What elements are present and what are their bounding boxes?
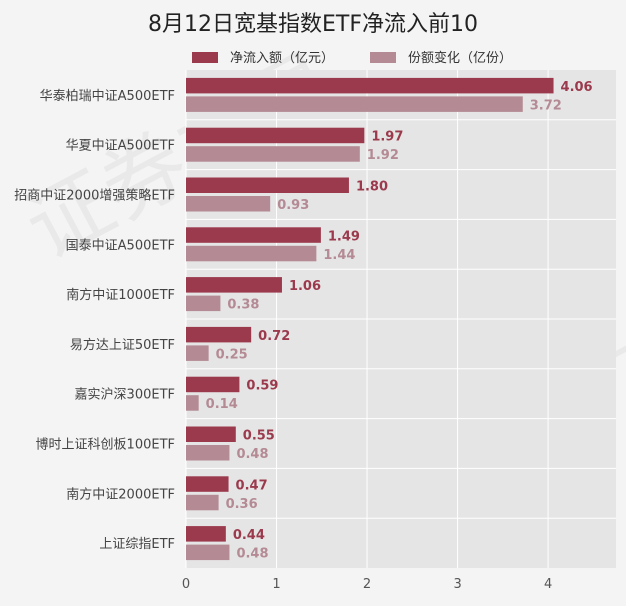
category-label: 招商中证2000增强策略ETF bbox=[14, 188, 175, 204]
legend-swatch-series-2 bbox=[370, 52, 396, 63]
category-label: 博时上证科创板100ETF bbox=[36, 438, 175, 453]
data-label-series-2: 1.92 bbox=[367, 148, 399, 163]
bar-series-2 bbox=[186, 395, 199, 411]
data-label-series-1: 1.49 bbox=[328, 229, 360, 244]
data-label-series-2: 0.93 bbox=[277, 198, 309, 213]
data-label-series-2: 0.36 bbox=[226, 497, 258, 512]
x-tick-label: 1 bbox=[272, 577, 280, 592]
data-label-series-1: 0.47 bbox=[236, 478, 268, 493]
bar-series-1 bbox=[186, 476, 229, 492]
bar-series-2 bbox=[186, 445, 230, 461]
data-label-series-1: 1.80 bbox=[356, 180, 388, 195]
chart-title: 8月12日宽基指数ETF净流入前10 bbox=[148, 12, 478, 37]
bar-series-2 bbox=[186, 245, 317, 262]
data-label-series-2: 0.25 bbox=[216, 347, 248, 362]
data-label-series-2: 3.72 bbox=[530, 98, 562, 113]
bar-series-2 bbox=[186, 494, 219, 511]
bar-series-1 bbox=[186, 127, 365, 144]
bar-series-1 bbox=[186, 177, 349, 193]
data-label-series-2: 0.48 bbox=[236, 547, 268, 562]
category-label: 国泰中证A500ETF bbox=[66, 238, 175, 253]
bar-series-2 bbox=[186, 146, 360, 162]
category-label: 华泰柏瑞中证A500ETF bbox=[40, 89, 175, 104]
data-label-series-1: 4.06 bbox=[561, 80, 593, 95]
legend-label-series-2: 份额变化（亿份） bbox=[408, 50, 512, 66]
x-tick-label: 4 bbox=[544, 577, 552, 592]
bar-series-1 bbox=[186, 277, 282, 293]
data-label-series-1: 0.72 bbox=[258, 329, 290, 344]
legend-label-series-1: 净流入额（亿元） bbox=[230, 51, 334, 66]
legend-swatch-series-1 bbox=[192, 52, 218, 63]
x-tick-label: 3 bbox=[453, 577, 461, 592]
bar-series-1 bbox=[186, 227, 321, 243]
bar-series-2 bbox=[186, 96, 523, 112]
bar-series-1 bbox=[186, 77, 554, 94]
data-label-series-2: 0.14 bbox=[206, 397, 238, 412]
category-label: 南方中证1000ETF bbox=[66, 287, 175, 303]
bar-series-2 bbox=[186, 345, 209, 361]
data-label-series-1: 1.97 bbox=[371, 130, 403, 145]
bar-series-1 bbox=[186, 376, 240, 393]
data-label-series-1: 0.44 bbox=[233, 528, 265, 543]
bar-series-2 bbox=[186, 544, 230, 561]
category-label: 南方中证2000ETF bbox=[66, 486, 175, 502]
category-label: 华夏中证A500ETF bbox=[66, 139, 175, 154]
category-label: 嘉实沪深300ETF bbox=[75, 387, 175, 403]
data-label-series-2: 1.44 bbox=[323, 248, 355, 263]
data-label-series-1: 0.55 bbox=[243, 429, 275, 444]
bar-series-1 bbox=[186, 426, 236, 442]
data-label-series-1: 1.06 bbox=[289, 279, 321, 294]
data-label-series-2: 0.48 bbox=[236, 447, 268, 462]
data-label-series-2: 0.38 bbox=[227, 298, 259, 313]
bar-series-1 bbox=[186, 326, 252, 343]
x-tick-label: 2 bbox=[363, 577, 371, 592]
category-label: 上证综指ETF bbox=[99, 537, 175, 552]
x-tick-label: 0 bbox=[182, 577, 190, 592]
bar-series-2 bbox=[186, 295, 221, 312]
bar-series-2 bbox=[186, 196, 271, 212]
bar-series-1 bbox=[186, 526, 226, 542]
category-label: 易方达上证50ETF bbox=[70, 337, 175, 353]
data-label-series-1: 0.59 bbox=[246, 379, 278, 394]
